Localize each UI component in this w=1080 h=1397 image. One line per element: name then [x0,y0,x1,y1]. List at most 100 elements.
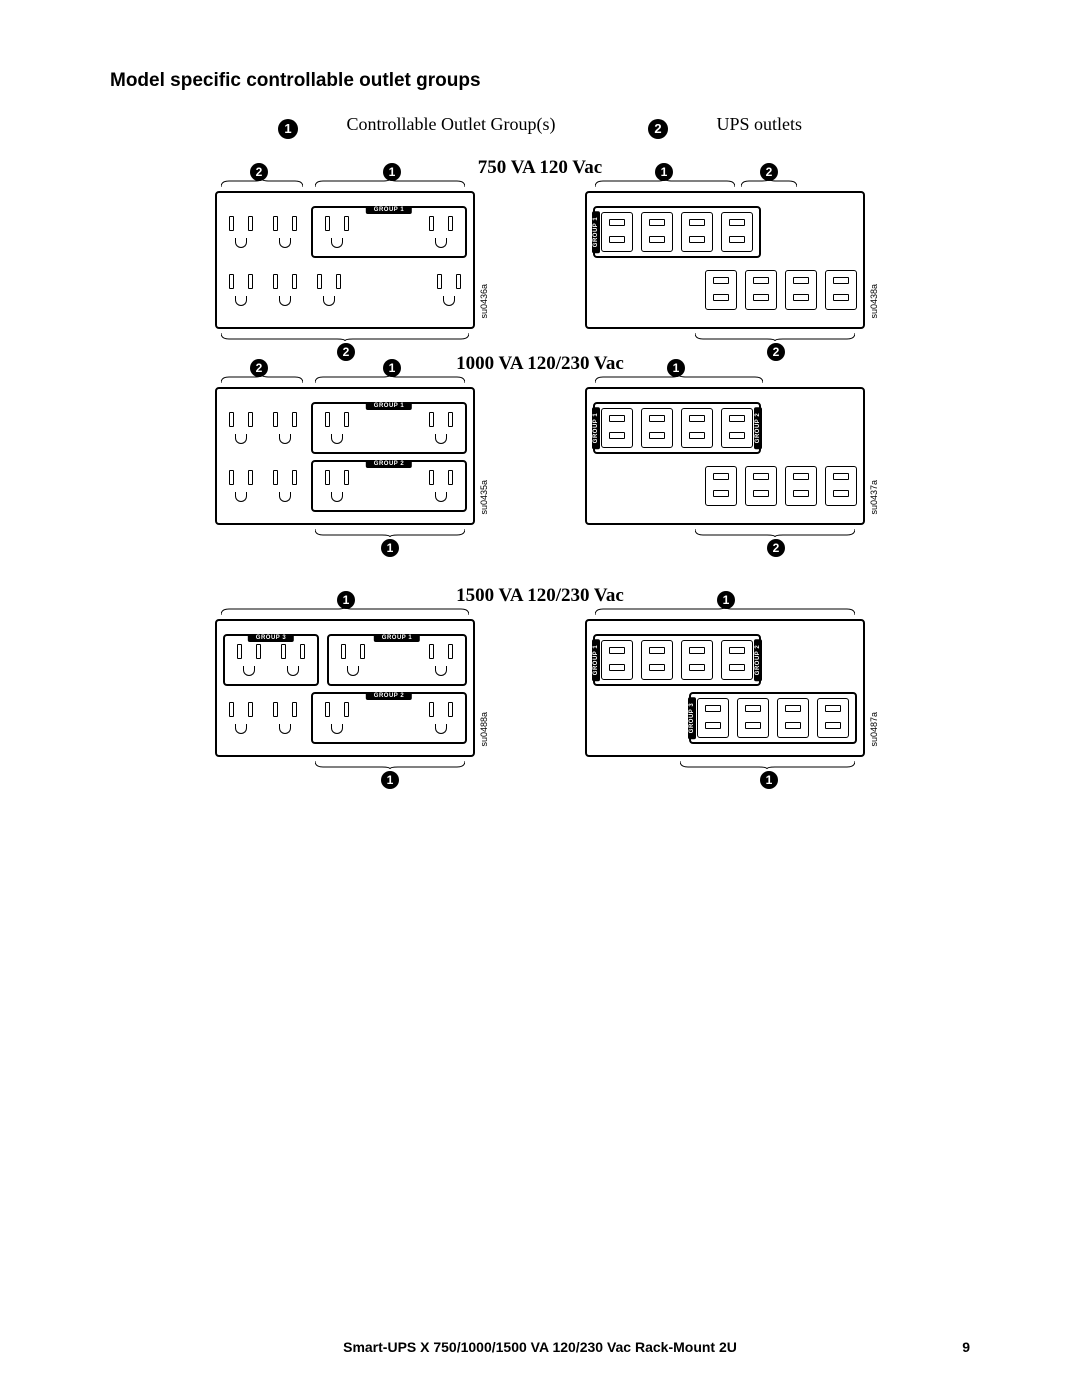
footer-text: Smart-UPS X 750/1000/1500 VA 120/230 Vac… [110,1339,970,1355]
document-page: Model specific controllable outlet group… [0,0,1080,1397]
iec-outlet-icon [737,698,769,738]
marker-1-icon: 1 [381,539,399,557]
nema-outlet-icon [423,466,459,506]
group-1-box: GROUP 1 [311,402,467,454]
nema-outlet-icon [223,270,259,310]
iec-outlet-icon [681,212,713,252]
iec-outlet-icon [697,698,729,738]
brace-icon [695,527,855,537]
marker-1-icon: 1 [760,771,778,789]
iec-outlet-icon [601,408,633,448]
nema-outlet-icon [223,408,259,448]
nema-outlet-icon [319,408,355,448]
brace-icon [595,375,763,385]
model-750-diagrams: 2 1 GROUP 1 [110,191,970,329]
iec-outlet-icon [785,466,817,506]
outlet-row: GROUP 3 GROUP 1 [223,632,467,688]
legend-text-2: UPS outlets [712,114,802,134]
group-1-box: GROUP 1 GROUP 2 [593,634,761,686]
group-label: GROUP 1 [592,406,600,448]
group-label: GROUP 2 [366,460,412,468]
nema-outlet-icon [423,640,459,680]
nema-outlet-icon [319,212,355,252]
panel-750-iec: 1 2 GROUP 1 [585,191,865,329]
group-label: GROUP 1 [592,638,600,680]
outlet-panel: GROUP 1 su0436a [215,191,475,329]
legend-item-1: 1 Controllable Outlet Group(s) [256,114,582,134]
brace-icon [315,527,465,537]
model-1000-diagrams: 2 1 GROUP 1 GROUP 2 [110,387,970,525]
legend-item-2: 2 UPS outlets [626,114,824,134]
iec-outlet-icon [641,408,673,448]
diagram-ref-label: su0436a [479,284,489,319]
group-label: GROUP 2 [754,638,762,680]
brace-icon [315,179,465,189]
group-1-box: GROUP 1 [327,634,467,686]
outlet-row: GROUP 1 [223,204,467,260]
diagram-ref-label: su0438a [869,284,879,319]
outlet-panel: GROUP 1 GROUP 2 GROUP 3 [585,619,865,757]
group-3-box: GROUP 3 [689,692,857,744]
diagram-ref-label: su0488a [479,712,489,747]
nema-outlet-icon [275,640,311,680]
model-1000-title: 1000 VA 120/230 Vac [110,353,970,375]
brace-icon [315,375,465,385]
outlet-row [223,262,467,318]
group-2-box: GROUP 2 [311,460,467,512]
iec-outlet-icon [825,270,857,310]
iec-outlet-icon [785,270,817,310]
panel-1500-iec: 1 GROUP 1 GROUP 2 GROUP 3 [585,619,865,757]
iec-outlet-icon [817,698,849,738]
page-footer: Smart-UPS X 750/1000/1500 VA 120/230 Vac… [0,1339,1080,1355]
iec-outlet-icon [681,408,713,448]
outlet-row: GROUP 2 [223,458,467,514]
iec-outlet-icon [721,640,753,680]
group-label: GROUP 3 [688,697,696,739]
nema-outlet-icon [267,212,303,252]
brace-icon [695,331,855,341]
iec-outlet-icon [601,640,633,680]
iec-outlet-icon [641,212,673,252]
model-1500-title: 1500 VA 120/230 Vac [110,585,970,607]
panel-750-nema: 2 1 GROUP 1 [215,191,495,329]
nema-outlet-icon [267,408,303,448]
model-1500-diagrams: 1 GROUP 3 GROUP 1 [110,619,970,757]
outlet-row [593,458,857,514]
iec-outlet-icon [745,270,777,310]
section-heading: Model specific controllable outlet group… [110,70,970,92]
outlet-row: GROUP 1 GROUP 2 [593,632,857,688]
group-label: GROUP 1 [592,210,600,252]
brace-icon [221,375,303,385]
outlet-row: GROUP 1 [223,400,467,456]
outlet-panel: GROUP 3 GROUP 1 GROUP 2 [215,619,475,757]
diagram-ref-label: su0437a [869,480,879,515]
nema-outlet-icon [231,640,267,680]
model-750-title: 750 VA 120 Vac [110,157,970,179]
panel-1000-iec: 1 GROUP 1 GROUP 2 [585,387,865,525]
legend-text-1: Controllable Outlet Group(s) [342,114,555,134]
panel-1500-nema: 1 GROUP 3 GROUP 1 [215,619,495,757]
marker-2-icon: 2 [767,539,785,557]
outlet-row: GROUP 3 [593,690,857,746]
group-1-box: GROUP 1 GROUP 2 [593,402,761,454]
nema-outlet-icon [423,212,459,252]
brace-icon [741,179,797,189]
iec-outlet-icon [825,466,857,506]
nema-outlet-icon [311,270,347,310]
panel-1000-nema: 2 1 GROUP 1 GROUP 2 [215,387,495,525]
group-label: GROUP 1 [366,206,412,214]
outlet-row: GROUP 1 GROUP 2 [593,400,857,456]
brace-icon [680,759,855,769]
iec-outlet-icon [721,408,753,448]
diagram-ref-label: su0487a [869,712,879,747]
nema-outlet-icon [319,698,355,738]
marker-1-icon: 1 [381,771,399,789]
brace-icon [595,179,735,189]
iec-outlet-icon [601,212,633,252]
nema-outlet-icon [223,466,259,506]
group-label: GROUP 2 [366,692,412,700]
nema-outlet-icon [267,270,303,310]
outlet-row [593,262,857,318]
nema-outlet-icon [319,466,355,506]
iec-outlet-icon [641,640,673,680]
